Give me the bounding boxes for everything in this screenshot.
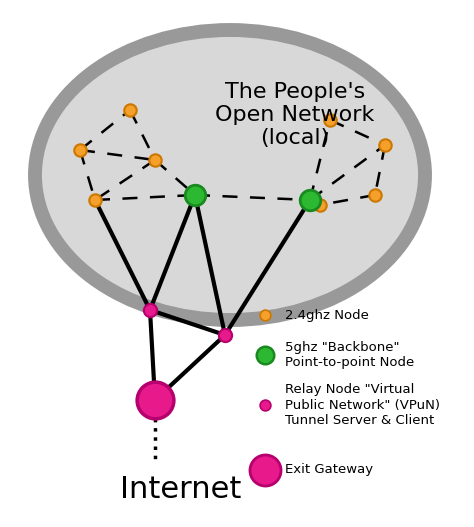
Point bbox=[221, 331, 229, 339]
Point bbox=[261, 401, 269, 409]
Text: Internet: Internet bbox=[120, 475, 241, 504]
Point bbox=[261, 351, 269, 359]
Text: 5ghz "Backbone"
Point-to-point Node: 5ghz "Backbone" Point-to-point Node bbox=[285, 341, 414, 369]
Point bbox=[146, 306, 154, 314]
Point bbox=[261, 466, 269, 474]
Point bbox=[151, 396, 159, 404]
Text: 2.4ghz Node: 2.4ghz Node bbox=[285, 308, 369, 321]
Point bbox=[381, 141, 389, 149]
Ellipse shape bbox=[35, 30, 425, 320]
Point bbox=[191, 191, 199, 199]
Point bbox=[261, 311, 269, 319]
Text: The People's
Open Network
(local): The People's Open Network (local) bbox=[215, 82, 374, 148]
Point bbox=[306, 196, 314, 204]
Point bbox=[151, 156, 159, 164]
Point bbox=[91, 196, 99, 204]
Point bbox=[326, 116, 334, 124]
Point bbox=[316, 201, 324, 209]
Point bbox=[76, 146, 84, 154]
Text: Relay Node "Virtual
Public Network" (VPuN)
Tunnel Server & Client: Relay Node "Virtual Public Network" (VPu… bbox=[285, 384, 440, 426]
Text: Exit Gateway: Exit Gateway bbox=[285, 464, 373, 476]
Point bbox=[126, 106, 134, 114]
Point bbox=[371, 191, 379, 199]
